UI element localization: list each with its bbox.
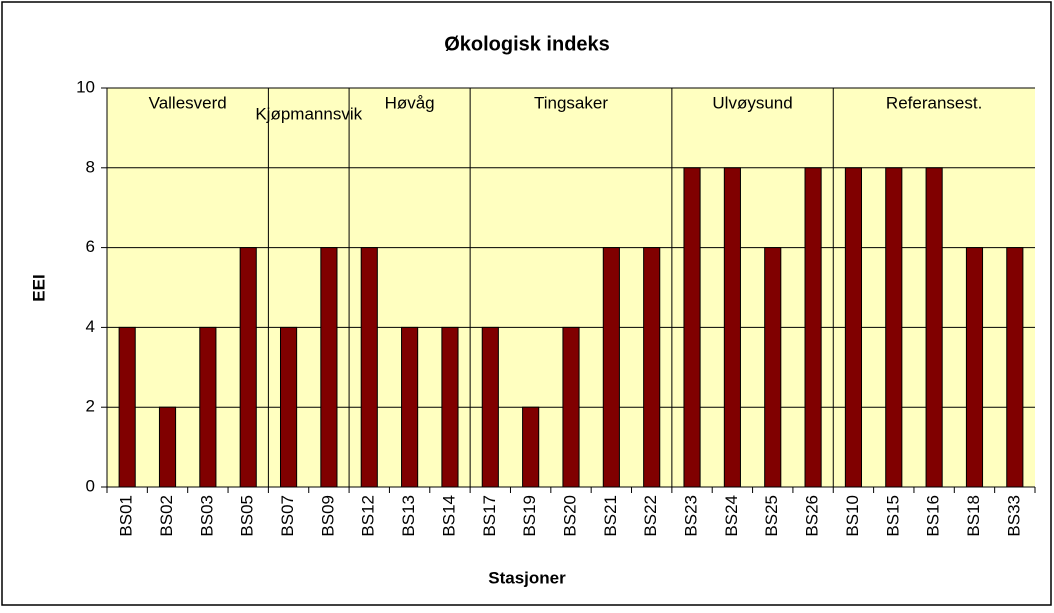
x-tick-label: BS03 [197,495,216,537]
bar [562,326,580,488]
x-tick-label: BS13 [399,495,418,537]
bar [602,247,620,488]
bar [199,326,217,488]
x-tick-label: BS17 [480,495,499,537]
bar [885,167,903,488]
x-tick-label: BS18 [964,495,983,537]
x-tick-label: BS33 [1004,495,1023,537]
x-tick-label: BS25 [762,495,781,537]
y-tick-label: 4 [86,317,95,336]
bar [481,326,499,488]
group-label: Kjøpmannsvik [255,104,362,123]
x-tick-label: BS26 [803,495,822,537]
group-label: Ulvøysund [712,93,792,112]
bar [965,247,984,488]
y-tick-label: 6 [86,237,95,256]
x-axis-title: Stasjoner [488,568,566,587]
y-tick-label: 0 [86,476,95,495]
bar [804,167,822,488]
bar [844,167,863,488]
x-tick-label: BS01 [117,495,136,537]
x-tick-label: BS12 [359,495,378,537]
x-tick-label: BS07 [278,495,297,537]
y-tick-label: 8 [86,157,95,176]
group-label: Tingsaker [534,93,608,112]
bar [118,326,136,488]
x-tick-label: BS10 [843,495,862,537]
x-tick-label: BS23 [682,495,701,537]
bar [683,167,701,488]
x-tick-label: BS20 [560,495,579,537]
group-label: Vallesverd [149,93,227,112]
y-tick-label: 10 [76,77,95,96]
y-tick-label: 2 [86,397,95,416]
group-label: Høvåg [385,93,435,112]
bar [522,406,540,488]
bar [279,326,298,488]
x-tick-label: BS19 [520,495,539,537]
bar [764,247,782,488]
x-tick-label: BS24 [722,495,741,537]
x-tick-label: BS22 [641,495,660,537]
bar [360,247,378,488]
bar [239,247,257,488]
bar [643,247,661,488]
bar [401,326,419,488]
chart-title: Økologisk indeks [444,33,610,55]
x-tick-label: BS02 [157,495,176,537]
bar [441,326,459,488]
x-tick-label: BS15 [883,495,902,537]
bar [723,167,741,488]
x-tick-label: BS09 [318,495,337,537]
bar [1006,247,1024,488]
x-tick-label: BS21 [601,495,620,537]
bar [320,247,338,488]
x-tick-label: BS14 [439,495,458,537]
bar [158,406,177,488]
x-tick-label: BS05 [238,495,257,537]
x-tick-label: BS16 [924,495,943,537]
y-axis-title: EEI [29,274,48,301]
bar [925,167,943,488]
group-label: Referansest. [886,93,982,112]
